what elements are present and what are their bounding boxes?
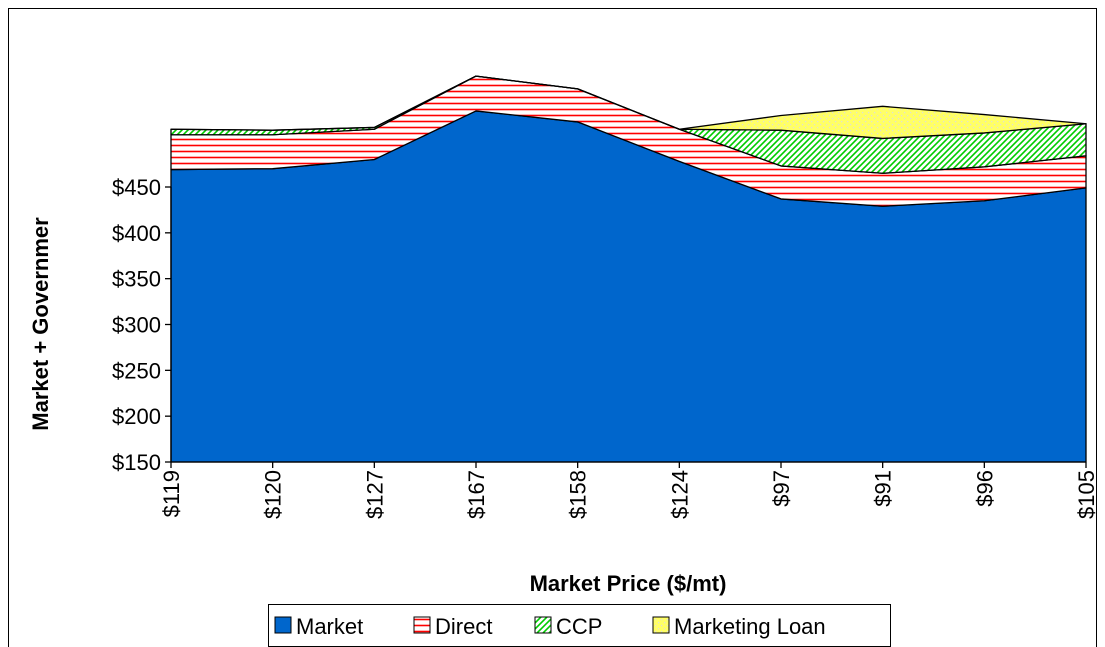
y-tick-label: $250 <box>112 358 161 383</box>
x-tick-label: $97 <box>769 470 794 507</box>
x-tick-label: $127 <box>362 470 387 519</box>
y-axis-title: Market + Governmer <box>28 217 53 431</box>
legend-label: Market <box>296 614 363 639</box>
x-tick-label: $158 <box>566 470 591 519</box>
legend-label: Marketing Loan <box>674 614 826 639</box>
y-tick-label: $150 <box>112 450 161 475</box>
legend-swatch <box>274 616 292 634</box>
legend-swatch <box>652 616 670 634</box>
x-axis-title: Market Price ($/mt) <box>530 571 727 596</box>
y-tick-label: $400 <box>112 221 161 246</box>
x-tick-label: $124 <box>667 470 692 519</box>
x-tick-label: $96 <box>972 470 997 507</box>
x-tick-label: $120 <box>261 470 286 519</box>
y-tick-label: $300 <box>112 313 161 338</box>
legend-label: Direct <box>435 614 492 639</box>
x-tick-label: $105 <box>1074 470 1099 519</box>
legend <box>268 604 891 647</box>
legend-label: CCP <box>556 614 602 639</box>
legend-swatch <box>413 616 431 634</box>
x-tick-label: $91 <box>871 470 896 507</box>
x-tick-label: $119 <box>159 470 184 517</box>
y-tick-label: $350 <box>112 267 161 292</box>
y-tick-label: $200 <box>112 404 161 429</box>
area <box>170 75 1087 140</box>
y-tick-label: $450 <box>112 175 161 200</box>
x-tick-label: $167 <box>464 470 489 519</box>
legend-swatch <box>534 616 552 634</box>
